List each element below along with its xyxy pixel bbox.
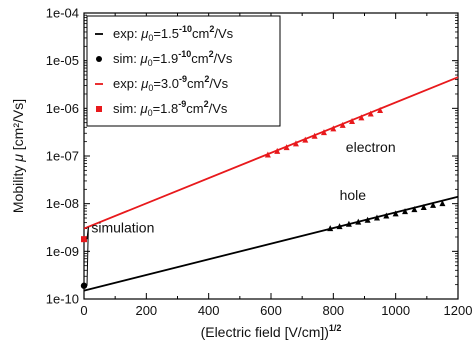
y-tick-label: 1e-10 — [46, 292, 79, 307]
series-line — [83, 76, 459, 230]
data-marker — [439, 200, 446, 207]
data-marker — [283, 144, 290, 151]
y-tick-label: 1e-09 — [46, 244, 79, 259]
y-tick-label: 1e-04 — [46, 6, 79, 21]
data-marker — [383, 212, 390, 219]
annotation-simulation: simulation — [91, 219, 154, 235]
data-marker — [274, 147, 281, 154]
sim-point — [80, 282, 88, 289]
data-marker — [367, 110, 374, 117]
data-marker — [345, 220, 352, 227]
sim-point — [81, 236, 87, 243]
data-marker — [302, 136, 309, 143]
y-tick-label: 1e-05 — [46, 53, 79, 68]
legend-label: sim: μ0=1.9-10cm2/Vs — [113, 49, 233, 68]
x-tick-label: 0 — [80, 303, 87, 318]
data-marker — [373, 214, 380, 221]
x-tick-label: 800 — [322, 303, 344, 318]
x-axis-title: (Electric field [V/cm])1/2 — [201, 323, 342, 340]
legend-circle-swatch — [96, 56, 102, 62]
annotation-pointer — [86, 227, 89, 286]
data-marker — [264, 151, 271, 158]
data-marker — [292, 140, 299, 147]
data-marker — [327, 225, 334, 232]
data-marker — [430, 201, 437, 208]
data-marker — [420, 204, 427, 211]
data-marker — [411, 206, 418, 213]
data-marker — [364, 216, 371, 223]
y-tick-label: 1e-06 — [46, 101, 79, 116]
y-axis-title: Mobility μ [cm²/Vs] — [10, 99, 26, 213]
data-marker — [355, 218, 362, 225]
x-tick-label: 200 — [135, 303, 157, 318]
legend-box — [86, 15, 281, 127]
x-tick-label: 1200 — [444, 303, 473, 318]
annotation-hole: hole — [340, 187, 367, 203]
data-marker — [358, 114, 365, 121]
y-tick-label: 1e-08 — [46, 196, 79, 211]
data-marker — [339, 121, 346, 128]
x-tick-label: 400 — [198, 303, 220, 318]
legend-label: sim: μ0=1.8-9cm2/Vs — [113, 99, 228, 118]
annotation-electron: electron — [346, 139, 396, 155]
legend-label: exp: μ0=1.5-10cm2/Vs — [113, 24, 234, 43]
data-marker — [336, 223, 343, 230]
legend-label: exp: μ0=3.0-9cm2/Vs — [113, 74, 229, 93]
x-tick-label: 600 — [260, 303, 282, 318]
data-marker — [392, 210, 399, 217]
data-marker — [311, 132, 318, 139]
series-line — [83, 195, 459, 292]
data-marker — [349, 117, 356, 124]
data-marker — [320, 129, 327, 136]
data-marker — [402, 208, 409, 215]
x-tick-label: 1000 — [381, 303, 410, 318]
y-tick-label: 1e-07 — [46, 149, 79, 164]
data-marker — [377, 107, 384, 114]
legend-square-swatch — [96, 106, 102, 112]
data-marker — [330, 125, 337, 132]
